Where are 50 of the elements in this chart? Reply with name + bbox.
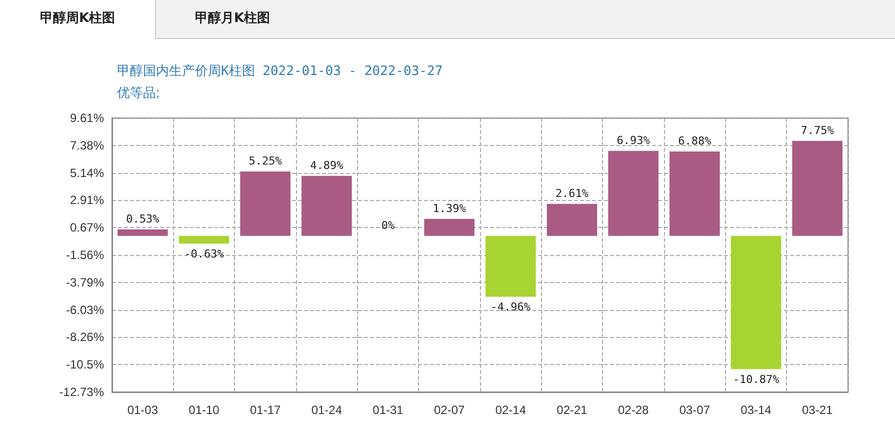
bar (792, 140, 842, 236)
bar (608, 150, 658, 236)
data-label: -4.96% (490, 300, 531, 314)
x-tick-label: 03-07 (679, 403, 710, 417)
bar (670, 151, 720, 236)
y-tick-label: -3.79% (66, 275, 104, 290)
data-label: 4.89% (310, 158, 344, 172)
bar (118, 229, 168, 236)
y-tick-label: -12.73% (59, 385, 104, 399)
x-tick-label: 02-28 (618, 403, 649, 417)
data-label: 2.61% (555, 186, 589, 200)
bar (486, 236, 536, 297)
y-tick-label: -1.56% (66, 248, 104, 262)
x-tick-label: 03-21 (802, 403, 833, 417)
x-tick-label: 02-21 (556, 403, 588, 417)
x-tick-label: 01-24 (311, 403, 342, 417)
data-label: 6.88% (678, 134, 712, 148)
data-label: 7.75% (800, 124, 834, 137)
x-tick-label: 02-14 (495, 403, 526, 417)
bar (178, 236, 230, 244)
bar (730, 236, 782, 370)
bar (546, 204, 598, 236)
bar (240, 171, 290, 236)
y-tick-label: 9.61% (70, 111, 104, 125)
bar (424, 218, 474, 236)
data-label: -10.87% (732, 373, 780, 386)
data-label: 0.53% (126, 212, 160, 226)
chart-subtitle: 优等品; (117, 85, 160, 100)
x-tick-label: 01-10 (188, 403, 220, 417)
y-tick-label: -8.26% (66, 330, 104, 344)
x-tick-label: 01-17 (250, 403, 281, 417)
data-label: 5.25% (248, 154, 282, 168)
y-tick-label: 7.38% (70, 138, 104, 152)
y-tick-label: 0.67% (70, 220, 104, 235)
x-tick-label: 02-07 (434, 403, 465, 417)
bar (302, 176, 352, 236)
data-label: 1.39% (432, 202, 466, 215)
y-tick-label: 2.91% (70, 193, 104, 208)
data-label: -0.63% (184, 248, 224, 261)
data-label: 6.93% (616, 134, 650, 147)
text: 甲醇月K柱图 (194, 10, 272, 28)
x-tick-label: 03-14 (740, 403, 772, 417)
x-tick-label: 01-03 (127, 403, 158, 417)
y-tick-label: 5.14% (70, 166, 104, 180)
chart-title: 甲醇国内生产价周K柱图 2022-01-03 - 2022-03-27 (117, 64, 443, 79)
data-label: 0% (381, 218, 395, 232)
text: 甲醇周K柱图 (0, 0, 156, 39)
y-tick-label: -10.5% (66, 358, 104, 372)
x-tick-label: 01-31 (372, 403, 404, 417)
y-tick-label: -6.03% (66, 302, 104, 317)
